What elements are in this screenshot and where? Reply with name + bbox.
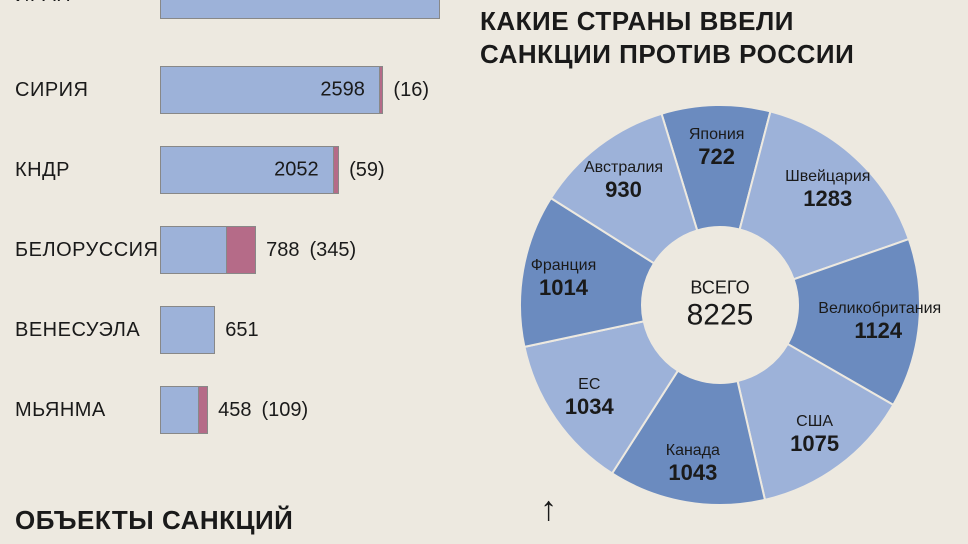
bar-label: СИРИЯ: [15, 79, 160, 102]
bar-row: БЕЛОРУССИЯ 788 (345): [15, 220, 356, 280]
bar-label: ВЕНЕСУЭЛА: [15, 319, 160, 342]
bar-container: 2598 (16): [160, 66, 429, 114]
donut-title-line2: САНКЦИИ ПРОТИВ РОССИИ: [480, 39, 854, 69]
bar-value: 788: [266, 239, 299, 262]
footer-title: ОБЪЕКТЫ САНКЦИЙ: [15, 505, 293, 536]
bar-paren: (16): [393, 79, 429, 102]
bar-chart-panel: ИРАНСИРИЯ2598(16)КНДР2052(59)БЕЛОРУССИЯ7…: [0, 0, 470, 544]
bar-container: 2052 (59): [160, 146, 385, 194]
bar-main: [160, 0, 440, 19]
donut-center: ВСЕГО 8225: [687, 278, 754, 333]
bar-secondary: [334, 146, 339, 194]
bar-main: [160, 226, 227, 274]
bar-container: 458 (109): [160, 386, 308, 434]
bar-secondary: [199, 386, 208, 434]
bar-secondary: [380, 66, 383, 114]
donut-center-label: ВСЕГО: [687, 278, 754, 299]
donut-center-value: 8225: [687, 299, 754, 333]
bar-row: СИРИЯ 2598 (16): [15, 60, 429, 120]
bar-secondary: [227, 226, 256, 274]
bar-label: БЕЛОРУССИЯ: [15, 239, 160, 262]
bar-row: ВЕНЕСУЭЛА 651: [15, 300, 259, 360]
bar-label: КНДР: [15, 159, 160, 182]
donut-chart: ВСЕГО 8225 Япония722Швейцария1283Великоб…: [510, 95, 930, 515]
bar-main: [160, 386, 199, 434]
bar-row: КНДР 2052 (59): [15, 140, 385, 200]
donut-title-line1: КАКИЕ СТРАНЫ ВВЕЛИ: [480, 6, 794, 36]
bar-value: 651: [225, 319, 258, 342]
bar-main: [160, 306, 215, 354]
bar-label: ИРАН: [15, 0, 160, 7]
bar-paren: (59): [349, 159, 385, 182]
bar-value: 458: [218, 399, 251, 422]
bar-container: [160, 0, 440, 19]
bar-value: 2598: [320, 79, 365, 102]
bar-row: ИРАН: [15, 0, 440, 25]
bar-value: 2052: [274, 159, 319, 182]
bar-container: 788 (345): [160, 226, 356, 274]
arrow-up-icon: ↑: [540, 490, 557, 529]
donut-title: КАКИЕ СТРАНЫ ВВЕЛИ САНКЦИИ ПРОТИВ РОССИИ: [480, 5, 854, 70]
bar-paren: (345): [310, 239, 357, 262]
donut-panel: КАКИЕ СТРАНЫ ВВЕЛИ САНКЦИИ ПРОТИВ РОССИИ…: [470, 0, 968, 544]
bar-paren: (109): [261, 399, 308, 422]
bar-row: МЬЯНМА 458 (109): [15, 380, 308, 440]
bar-label: МЬЯНМА: [15, 399, 160, 422]
bar-container: 651: [160, 306, 259, 354]
